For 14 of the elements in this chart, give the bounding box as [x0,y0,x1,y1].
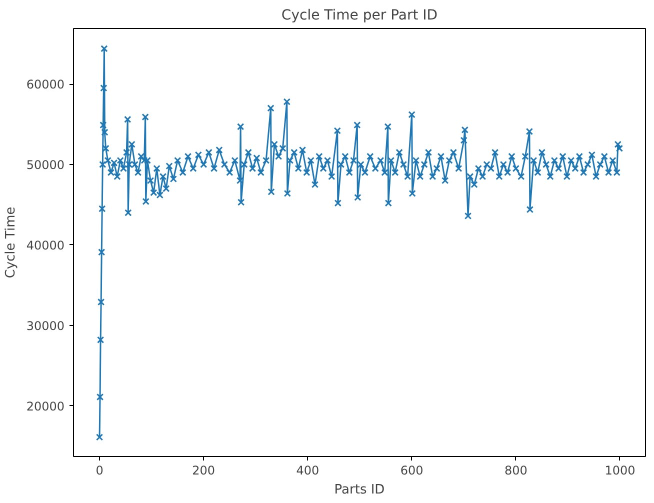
y-tick-label: 30000 [26,318,65,333]
chart-title: Cycle Time per Part ID [281,8,438,24]
y-axis-title: Cycle Time [3,206,18,278]
y-tick-label: 20000 [26,399,65,414]
x-tick-label: 200 [192,464,216,478]
x-tick-label: 400 [296,464,320,478]
y-tick-label: 60000 [26,78,65,92]
y-tick-label: 50000 [26,158,65,172]
x-tick-label: 600 [400,464,424,478]
x-axis-title: Parts ID [334,482,385,498]
x-tick-label: 1000 [604,464,636,478]
x-tick-label: 0 [96,464,104,478]
x-tick-label: 800 [504,464,528,478]
y-tick-label: 40000 [26,238,65,252]
